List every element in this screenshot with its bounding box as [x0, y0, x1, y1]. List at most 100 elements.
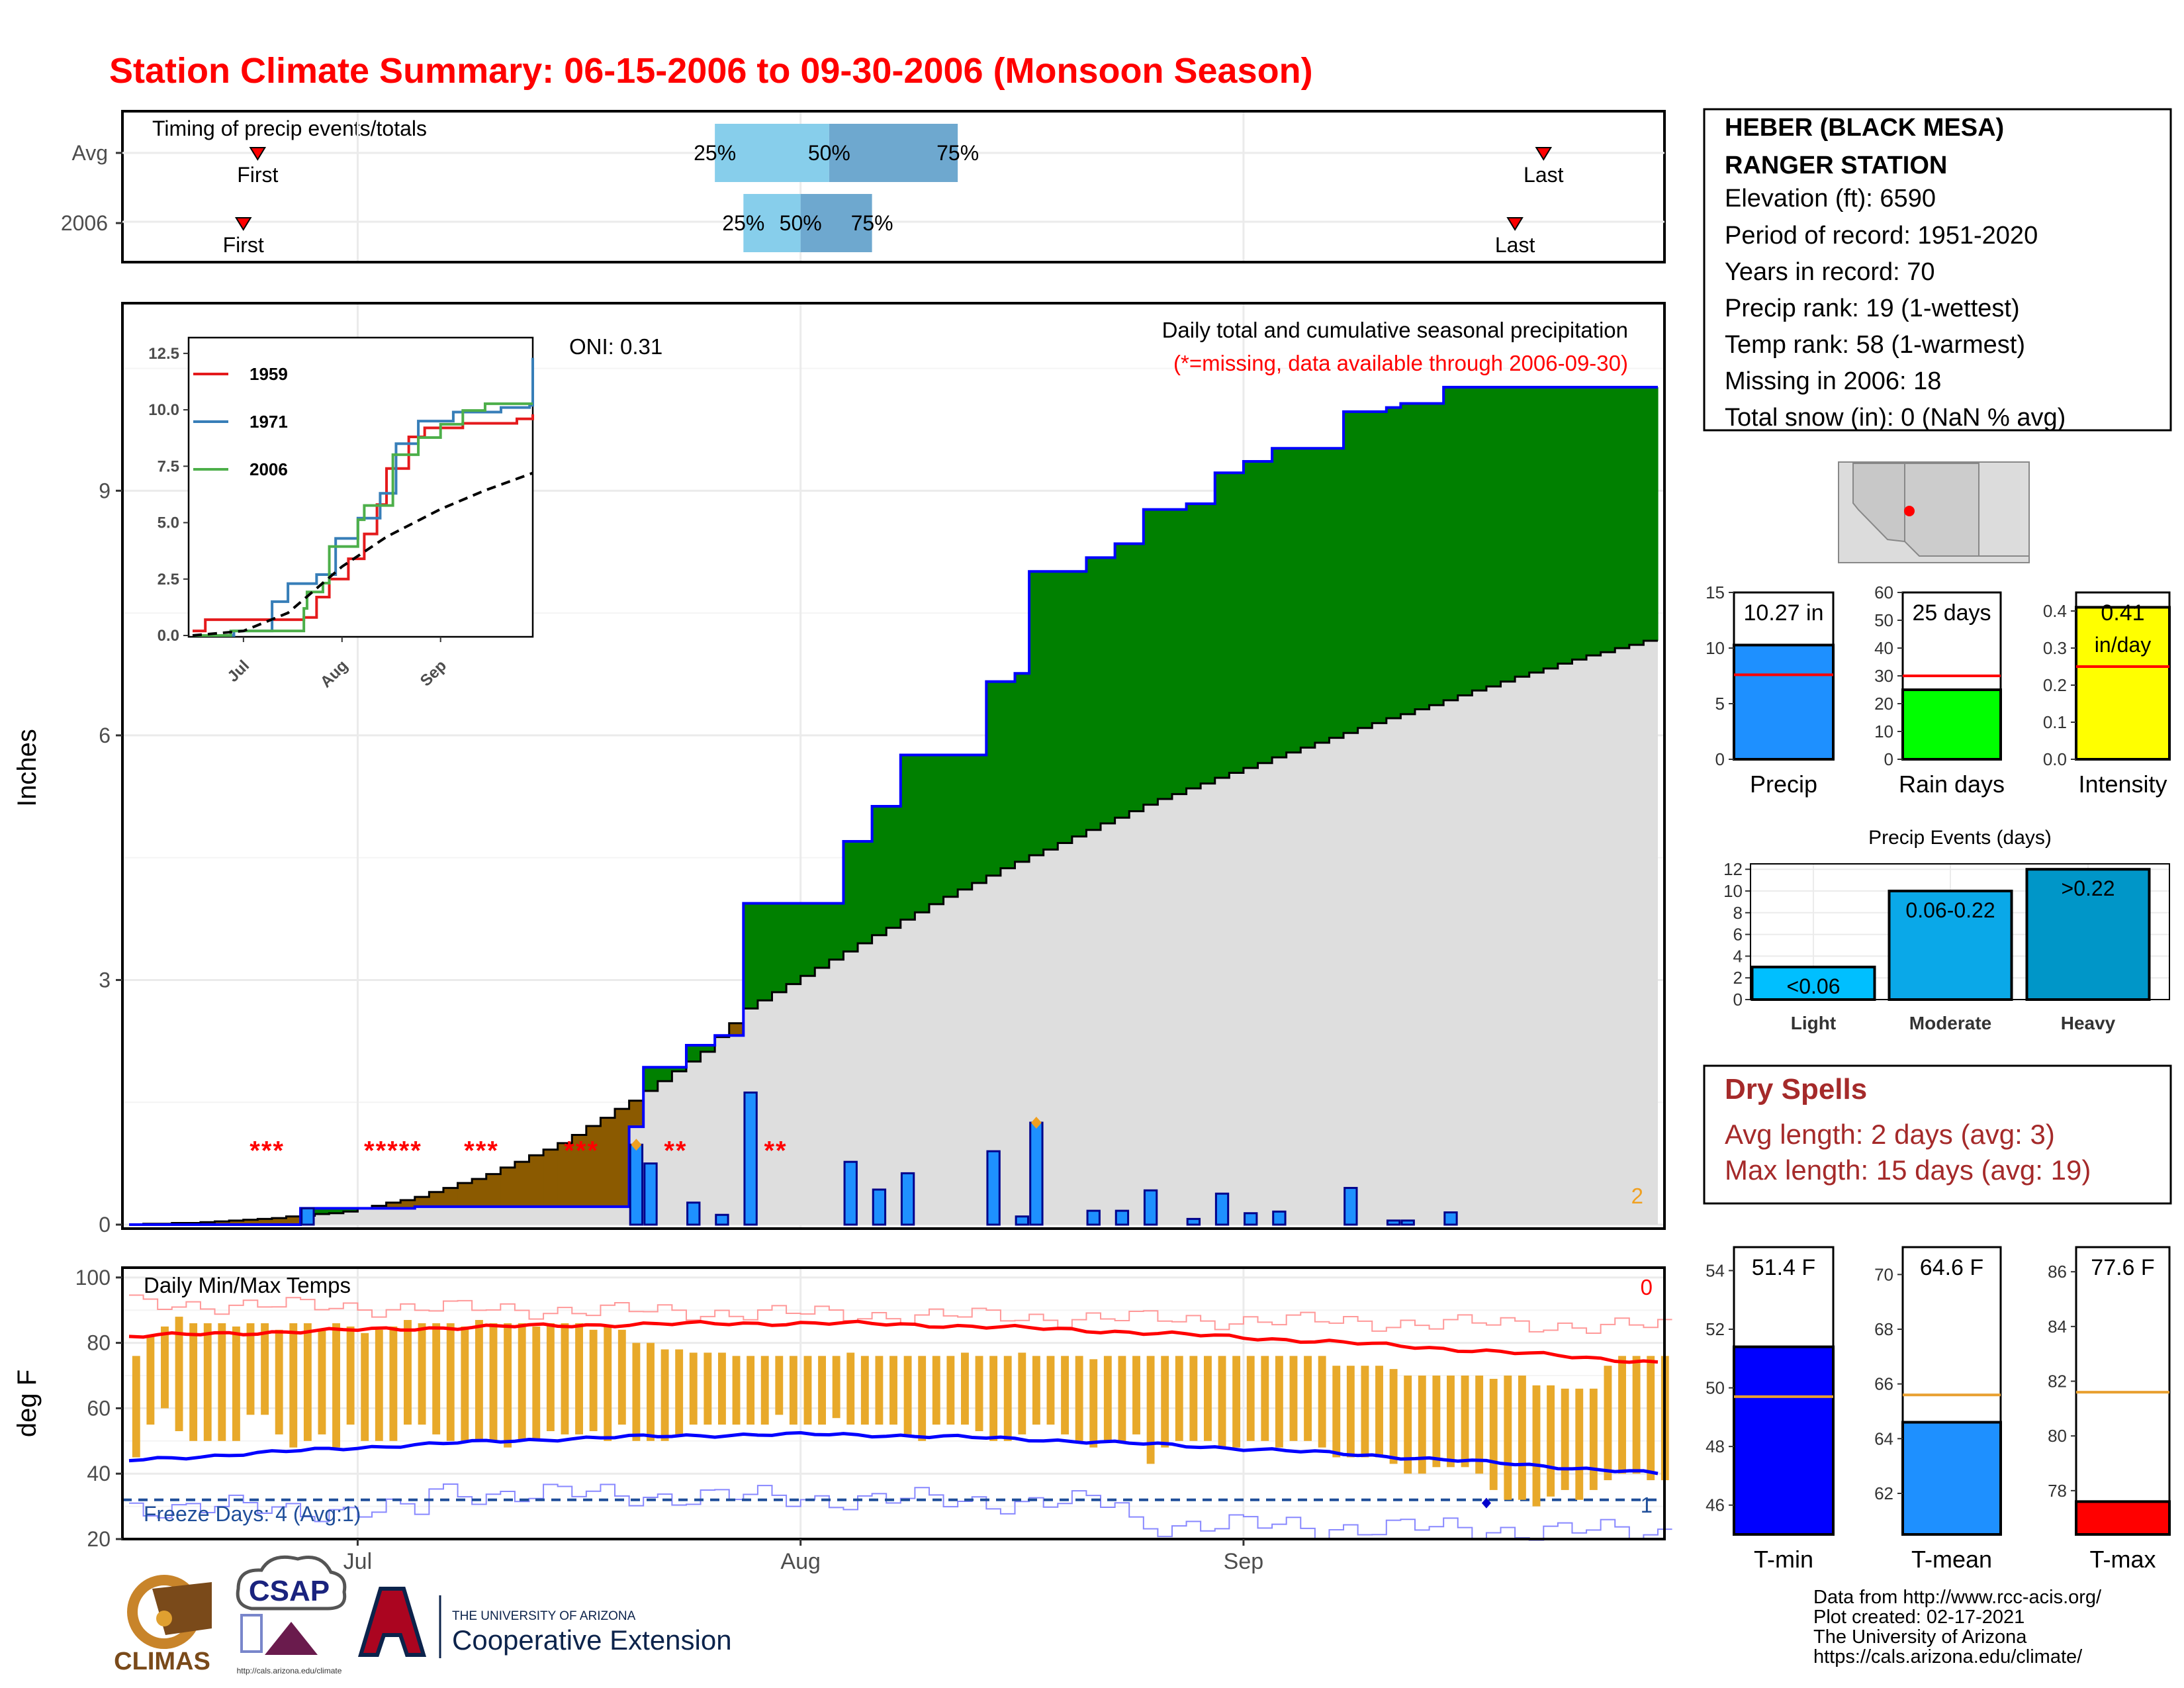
- tmax-y-tick-label: 82: [2048, 1372, 2067, 1391]
- surplus-area-segment: [943, 755, 958, 897]
- surplus-area-segment: [343, 1208, 359, 1212]
- station-snow: Total snow (in): 0 (NaN % avg): [1725, 404, 2066, 432]
- university-logo-a: [357, 1587, 427, 1657]
- timing-last-label: Last: [1524, 163, 1564, 187]
- tmax-y-tick-label: 84: [2048, 1317, 2067, 1336]
- intensity-category-label: Intensity: [2078, 771, 2167, 798]
- daily-temp-range-bar: [717, 1352, 726, 1425]
- precip-events-y-tick-label: 12: [1723, 859, 1743, 879]
- temp-y-axis-label: deg F: [13, 1370, 42, 1437]
- surplus-area-segment: [1443, 387, 1459, 700]
- inset-series-line: [193, 357, 534, 637]
- precip-events-y-tick-label: 4: [1733, 946, 1743, 966]
- timing-quartile-box-upper: [829, 124, 958, 182]
- precip-events-y-tick-label: 8: [1733, 903, 1743, 923]
- deficit-area-segment: [472, 1179, 487, 1207]
- precip-events-category-label: Light: [1791, 1013, 1836, 1033]
- surplus-area-segment: [1414, 403, 1430, 710]
- precip-events-bar-label: <0.06: [1787, 974, 1841, 998]
- daily-precip-bar: [1029, 1121, 1044, 1226]
- tmin-y-tick-label: 46: [1706, 1495, 1725, 1515]
- tmax-y-tick-label: 86: [2048, 1262, 2067, 1282]
- surplus-area-segment: [1486, 387, 1502, 686]
- temp-plot-frame: [121, 1266, 1666, 1540]
- precip-diamond-marker: [631, 1139, 642, 1151]
- surplus-area-segment: [1357, 411, 1373, 728]
- rain_days-y-tick-label: 50: [1874, 610, 1893, 630]
- locator-map-state-east: [1904, 463, 1979, 557]
- station-years: Years in record: 70: [1725, 258, 1935, 286]
- dry-spells-max: Max length: 15 days (avg: 19): [1725, 1154, 2091, 1186]
- tmean-y-tick-label: 62: [1874, 1483, 1893, 1503]
- surplus-area-segment: [1629, 387, 1645, 645]
- daily-precip-bar: [1015, 1215, 1029, 1226]
- daily-temp-range-bar: [704, 1352, 712, 1425]
- daily-precip-bar: [1115, 1209, 1130, 1226]
- daily-temp-range-bar: [1447, 1376, 1455, 1468]
- surplus-area-segment: [686, 1045, 702, 1062]
- surplus-area-segment: [1115, 543, 1130, 818]
- deficit-area-segment: [400, 1200, 416, 1209]
- tmean-y-tick-label: 68: [1874, 1319, 1893, 1339]
- daily-temp-range-bar: [1046, 1356, 1055, 1425]
- university-logo-small-text: THE UNIVERSITY OF ARIZONA: [452, 1609, 636, 1623]
- daily-temp-range-bar: [1318, 1356, 1326, 1448]
- surplus-area-segment: [1372, 411, 1387, 724]
- avg-min-temp-line: [128, 1430, 1659, 1476]
- precip_total-y-tick-label: 0: [1715, 749, 1725, 769]
- daily-precip-bar: [1086, 1209, 1101, 1226]
- surplus-area-segment: [1600, 387, 1615, 653]
- climas-logo-dot: [156, 1611, 172, 1626]
- daily-precip-bar: [686, 1201, 701, 1226]
- precip-events-bar: [1888, 890, 2013, 1001]
- surplus-area-segment: [1615, 387, 1630, 649]
- temp-panel: 20 40 60 80 100 deg F Daily Min/Max Temps Fr…: [13, 1266, 1672, 1551]
- missing-data-marker: ***: [564, 1136, 599, 1165]
- rain_days-y-tick-label: 20: [1874, 694, 1893, 714]
- surplus-area-segment: [929, 755, 944, 904]
- credits-institution: The University of Arizona: [1813, 1626, 2027, 1648]
- credits-plot-created: Plot created: 02-17-2021: [1813, 1607, 2025, 1628]
- precip-events-bar: [2025, 868, 2151, 1001]
- tmax-category-label: T-max: [2089, 1546, 2156, 1573]
- daily-temp-range-bar: [1418, 1376, 1426, 1474]
- daily-temp-range-bar: [675, 1349, 684, 1434]
- timing-q50-label: 50%: [808, 141, 850, 165]
- daily-temp-range-bar: [604, 1326, 612, 1441]
- rain_days-category-label: Rain days: [1899, 771, 2005, 798]
- surplus-area-segment: [1529, 387, 1544, 673]
- deficit-area-segment: [386, 1202, 401, 1209]
- precip-markers: *** ***** *** *** ** **: [250, 1117, 1042, 1165]
- timing-row-label: 2006: [61, 211, 108, 235]
- surplus-area-segment: [672, 1067, 687, 1072]
- daily-temp-range-bar: [1575, 1388, 1584, 1500]
- timing-panel-label: Timing of precip events/totals: [152, 117, 427, 140]
- surplus-area-segment: [1000, 681, 1016, 868]
- daily-precip-bar: [643, 1162, 658, 1226]
- daily-temp-range-bar: [747, 1356, 755, 1425]
- daily-temp-range-bar: [818, 1356, 826, 1425]
- tmean-value-bar: [1901, 1421, 2002, 1536]
- surplus-area-segment: [1472, 387, 1487, 691]
- daily-temp-range-bar: [318, 1329, 326, 1434]
- daily-temp-range-bar: [1289, 1356, 1298, 1441]
- timing-last-marker: [1535, 147, 1553, 161]
- temp-corner-count-top: 0: [1641, 1275, 1653, 1299]
- daily-temp-range-bar: [1561, 1388, 1569, 1490]
- surplus-area-segment: [843, 841, 858, 952]
- inset-y-tick-label: 7.5: [158, 457, 179, 475]
- daily-temp-range-bar: [261, 1323, 269, 1415]
- surplus-area-segment: [1129, 543, 1144, 812]
- tmax-value-bar: [2075, 1500, 2171, 1536]
- precip-diamond-marker: [1030, 1117, 1042, 1129]
- daily-temp-range-bar: [1246, 1356, 1255, 1441]
- tmean-y-tick-label: 66: [1874, 1374, 1893, 1394]
- x-axis-tick-label: Aug: [780, 1549, 821, 1574]
- daily-temp-range-bar: [760, 1356, 769, 1425]
- deficit-area-segment: [243, 1219, 258, 1225]
- deficit-area-segment: [629, 1100, 644, 1127]
- daily-temp-range-bar: [632, 1342, 641, 1441]
- temp-y-tick-label: 20: [87, 1527, 111, 1551]
- station-name-line1: HEBER (BLACK MESA): [1725, 114, 2004, 142]
- daily-temp-range-bar: [946, 1356, 955, 1425]
